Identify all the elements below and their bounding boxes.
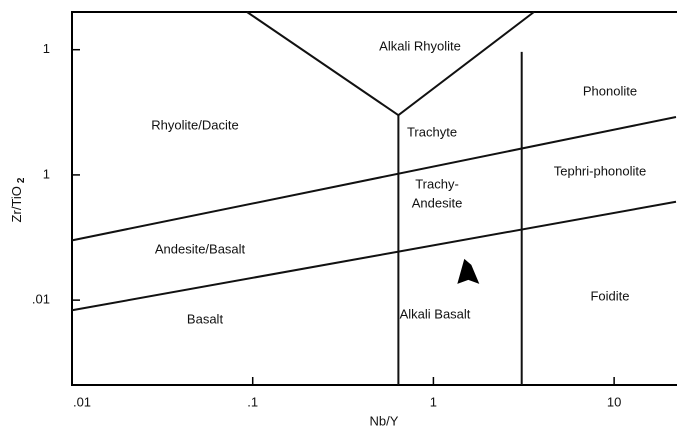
region-label: Tephri-phonolite	[554, 163, 647, 178]
region-label: Phonolite	[583, 83, 637, 98]
x-tick-label: 10	[607, 394, 621, 409]
x-tick-label: .1	[247, 394, 258, 409]
boundary-line	[246, 11, 535, 117]
x-tick-label: .01	[73, 394, 91, 409]
region-label: Trachy-	[415, 176, 459, 191]
region-label: Alkali Rhyolite	[379, 38, 461, 53]
boundary-line	[71, 200, 677, 312]
region-label: Alkali Basalt	[400, 306, 471, 321]
y-tick-label: 1	[43, 41, 50, 56]
region-label: Foidite	[590, 288, 629, 303]
region-label: Rhyolite/Dacite	[151, 117, 238, 132]
region-label: Andesite/Basalt	[155, 241, 246, 256]
region-label: Andesite	[412, 195, 463, 210]
plot-frame	[71, 11, 677, 386]
x-tick-label: 1	[430, 394, 437, 409]
x-axis-label: Nb/Y	[370, 413, 399, 428]
y-tick-label: 1	[43, 166, 50, 181]
y-axis-label-main: Zr/TiO	[9, 186, 24, 222]
boundary-line	[71, 116, 677, 242]
y-tick-label: .01	[32, 292, 50, 307]
region-label: Basalt	[187, 311, 224, 326]
data-point	[457, 258, 480, 284]
y-axis-label-sub: 2	[16, 177, 27, 183]
y-axis-label: Zr/TiO 2	[9, 177, 26, 222]
region-label: Trachyte	[407, 124, 457, 139]
